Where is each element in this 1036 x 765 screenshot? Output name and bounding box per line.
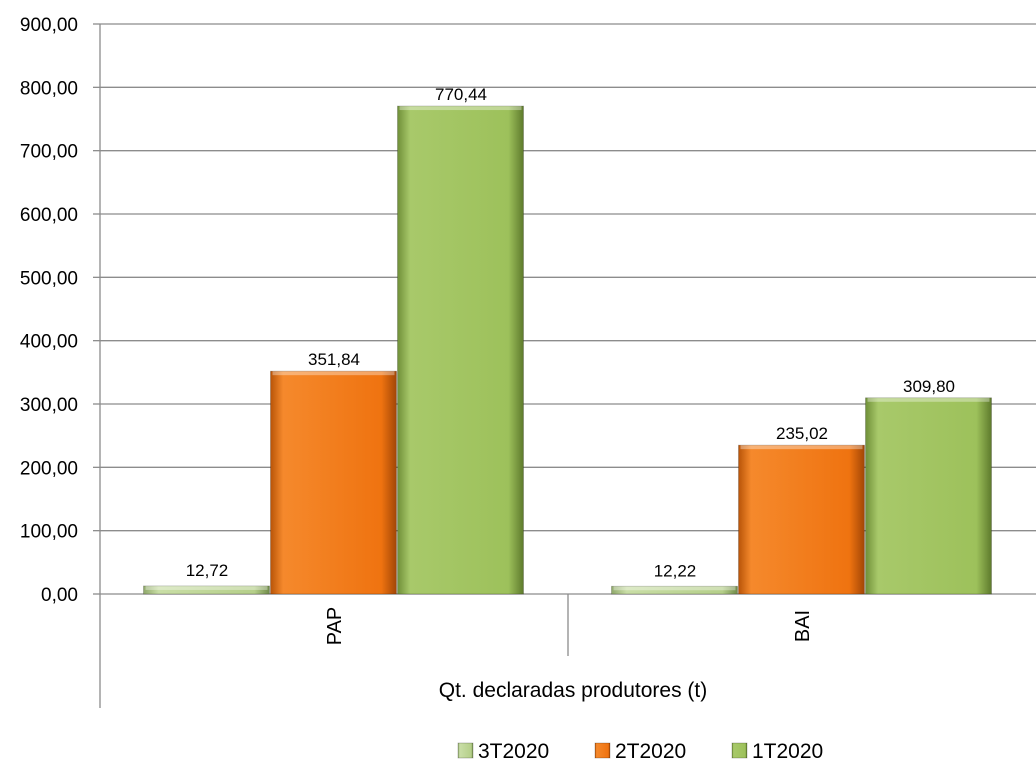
y-tick-label: 800,00 <box>20 78 78 99</box>
data-label: 351,84 <box>308 350 360 369</box>
category-label: PAP <box>324 607 346 646</box>
legend-label: 2T2020 <box>615 740 686 763</box>
legend-item-2T2020: 2T2020 <box>594 740 686 763</box>
bar-3T2020-BAI <box>611 585 738 595</box>
y-tick-label: 0,00 <box>41 585 78 606</box>
legend-item-3T2020: 3T2020 <box>457 740 549 763</box>
y-tick-label: 900,00 <box>20 15 78 36</box>
data-label: 12,22 <box>654 561 697 580</box>
legend-label: 3T2020 <box>478 740 549 763</box>
axes: 0,00 100,00 200,00 300,00 400,00 500,00 600,00… <box>20 15 1036 708</box>
legend-item-1T2020: 1T2020 <box>731 740 823 763</box>
y-tick-label: 700,00 <box>20 142 78 163</box>
gridlines <box>100 23 1036 532</box>
legend-label: 1T2020 <box>752 740 823 763</box>
bars <box>143 105 992 595</box>
y-tick-label: 600,00 <box>20 205 78 226</box>
data-labels: 12,72 351,84 770,44 12,22 235,02 309,80 <box>186 85 955 580</box>
bar-2T2020-BAI <box>738 444 865 595</box>
category-label: BAI <box>792 610 814 642</box>
group-axis-label: Qt. declaradas produtores (t) <box>439 679 707 702</box>
bar-1T2020-PAP <box>397 105 524 595</box>
y-tick-label: 100,00 <box>20 522 78 543</box>
data-label: 309,80 <box>903 377 955 396</box>
y-tick-label: 200,00 <box>20 458 78 479</box>
data-label: 235,02 <box>776 424 828 443</box>
data-label: 12,72 <box>186 561 229 580</box>
bar-3T2020-PAP <box>143 585 270 595</box>
y-tick-label: 400,00 <box>20 332 78 353</box>
bar-2T2020-PAP <box>270 370 397 595</box>
data-label: 770,44 <box>435 85 487 104</box>
y-tick-label: 300,00 <box>20 395 78 416</box>
y-tick-label: 500,00 <box>20 268 78 289</box>
bar-1T2020-BAI <box>865 397 992 595</box>
legend: 3T2020 2T2020 1T2020 <box>457 740 823 763</box>
